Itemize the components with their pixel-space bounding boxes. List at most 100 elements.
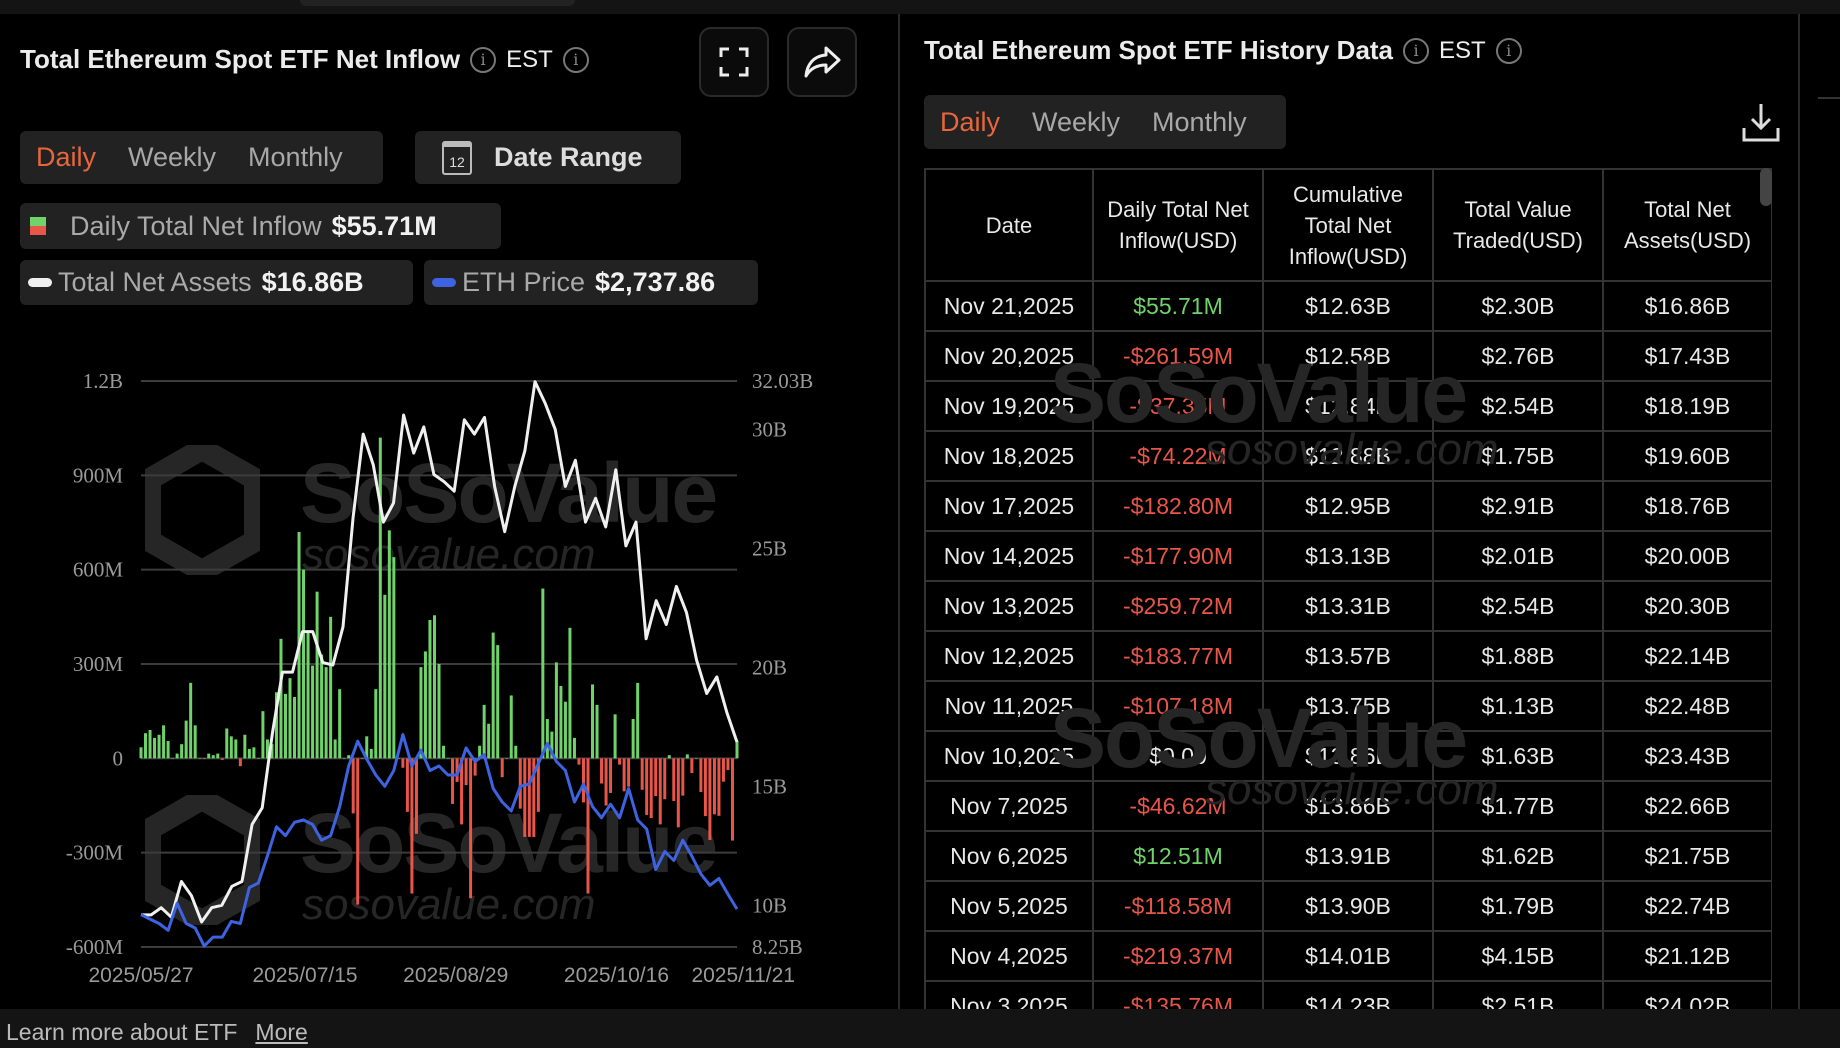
y-left-tick-label: 300M [73, 652, 124, 676]
inflow-bar [283, 693, 287, 759]
date-range-button[interactable]: 12 Date Range [415, 131, 681, 184]
table-scrollbar[interactable] [1760, 168, 1772, 206]
watermark-site: sosovalue.com [302, 880, 596, 929]
table-cell: $12.95B [1262, 480, 1434, 532]
table-row[interactable]: Nov 21,2025 $55.71M $12.63B $2.30B $16.86B [924, 280, 1772, 332]
inflow-bar [595, 704, 599, 759]
inflow-bar [423, 651, 427, 759]
x-tick-label: 2025/05/27 [88, 964, 193, 987]
inflow-bar [306, 632, 310, 759]
inflow-bar [609, 758, 613, 793]
table-cell: -$46.62M [1092, 780, 1264, 832]
table-row[interactable]: Nov 14,2025 -$177.90M $13.13B $2.01B $20.00B [924, 530, 1772, 582]
table-cell: -$219.37M [1092, 930, 1264, 982]
inflow-bar [180, 744, 184, 759]
inflow-bar [446, 758, 450, 759]
fullscreen-button[interactable] [699, 27, 769, 97]
inflow-bar [482, 704, 486, 759]
inflow-bar [699, 758, 703, 793]
table-title-row: Total Ethereum Spot ETF History Data i E… [924, 35, 1522, 66]
panel-border [1798, 14, 1800, 1009]
table-cell: $4.15B [1432, 930, 1604, 982]
table-cell: $21.12B [1602, 930, 1772, 982]
table-row[interactable]: Nov 19,2025 -$37.35M $12.84B $2.54B $18.19B [924, 380, 1772, 432]
table-row[interactable]: Nov 18,2025 -$74.22M $12.88B $1.75B $19.60B [924, 430, 1772, 482]
table-cell: $24.02B [1602, 980, 1772, 1009]
table-cell: $13.91B [1262, 830, 1434, 882]
inflow-bar [658, 758, 662, 825]
tab-weekly[interactable]: Weekly [1032, 106, 1121, 137]
info-icon[interactable]: i [1495, 37, 1522, 64]
table-cell: $1.79B [1432, 880, 1604, 932]
watermark-brand: SoSoValue [1050, 346, 1468, 440]
table-cell: $16.86B [1602, 280, 1772, 332]
inflow-bar [505, 758, 509, 759]
timezone-label: EST [1439, 36, 1486, 64]
inflow-bar [252, 747, 256, 759]
inflow-bar [311, 665, 315, 759]
table-cell: Nov 21,2025 [924, 280, 1094, 332]
table-row[interactable]: Nov 4,2025 -$219.37M $14.01B $4.15B $21.12B [924, 930, 1772, 982]
inflow-bar [320, 654, 324, 759]
table-row[interactable]: Nov 7,2025 -$46.62M $13.86B $1.77B $22.66B [924, 780, 1772, 832]
table-cell: Nov 10,2025 [924, 730, 1094, 782]
table-row[interactable]: Nov 11,2025 -$107.18M $13.75B $1.13B $22.48B [924, 680, 1772, 732]
table-row[interactable]: Nov 17,2025 -$182.80M $12.95B $2.91B $18.76B [924, 480, 1772, 532]
table-row[interactable]: Nov 6,2025 $12.51M $13.91B $1.62B $21.75B [924, 830, 1772, 882]
watermark-site: sosovalue.com [1205, 765, 1499, 814]
table-cell: $13.86B [1262, 780, 1434, 832]
info-icon[interactable]: i [470, 46, 497, 73]
inflow-bar [193, 725, 197, 759]
inflow-bar [559, 686, 563, 759]
top-tab[interactable] [300, 0, 575, 6]
tab-monthly[interactable]: Monthly [1152, 106, 1247, 137]
legend-assets[interactable]: Total Net Assets $16.86B [20, 260, 413, 305]
inflow-bar [581, 758, 585, 803]
inflow-bar [600, 758, 604, 784]
tab-monthly[interactable]: Monthly [248, 142, 343, 172]
inflow-bar [604, 758, 608, 806]
footer-text: Learn more about ETF [6, 1019, 238, 1045]
table-cell: $20.00B [1602, 530, 1772, 582]
table-row[interactable]: Nov 3,2025 -$135.76M $14.23B $2.51B $24.02B [924, 980, 1772, 1009]
table-row[interactable]: Nov 5,2025 -$118.58M $13.90B $1.79B $22.74B [924, 880, 1772, 932]
share-button[interactable] [787, 27, 857, 97]
table-cell: Nov 3,2025 [924, 980, 1094, 1009]
inflow-bar [640, 758, 644, 790]
side-divider [1818, 97, 1840, 99]
more-link[interactable]: More [255, 1019, 308, 1045]
legend-inflow[interactable]: Daily Total Net Inflow $55.71M [20, 203, 501, 249]
table-row[interactable]: Nov 20,2025 -$261.59M $12.58B $2.76B $17.43B [924, 330, 1772, 382]
inflow-bar [708, 758, 712, 841]
table-row[interactable]: Nov 13,2025 -$259.72M $13.31B $2.54B $20.30B [924, 580, 1772, 632]
tab-weekly[interactable]: Weekly [128, 142, 217, 172]
legend-price[interactable]: ETH Price $2,737.86 [424, 260, 758, 305]
chart-title: Total Ethereum Spot ETF Net Inflow [20, 44, 461, 74]
inflow-chart[interactable]: 1.2B 900M 600M 300M 0 -300M -600M 32.03B 30B 25B 2… [0, 340, 898, 1000]
y-right-tick-label: 25B [752, 536, 787, 560]
table-cell: -$74.22M [1092, 430, 1264, 482]
inflow-bar [207, 753, 211, 759]
info-icon[interactable]: i [1403, 37, 1430, 64]
tab-daily[interactable]: Daily [36, 142, 97, 172]
table-cell: -$107.18M [1092, 680, 1264, 732]
column-header: Total Net Assets(USD) [1602, 168, 1772, 282]
table-cell: $2.54B [1432, 380, 1604, 432]
table-cell: -$259.72M [1092, 580, 1264, 632]
inflow-bar [238, 758, 242, 767]
timezone-label: EST [506, 45, 553, 73]
table-row[interactable]: Nov 12,2025 -$183.77M $13.57B $1.88B $22.14B [924, 630, 1772, 682]
download-button[interactable] [1742, 102, 1780, 147]
inflow-bar [148, 730, 152, 759]
inflow-bar [654, 758, 658, 797]
y-right-tick-label: 15B [752, 774, 787, 798]
chart-title-row: Total Ethereum Spot ETF Net Inflow i EST… [20, 44, 589, 75]
legend-assets-value: $16.86B [261, 267, 364, 297]
legend-price-label: ETH Price [462, 267, 586, 297]
info-icon[interactable]: i [562, 46, 589, 73]
tab-daily[interactable]: Daily [940, 106, 1001, 137]
table-cell: $13.75B [1262, 680, 1434, 732]
table-row[interactable]: Nov 10,2025 $0.00 $13.86B $1.63B $23.43B [924, 730, 1772, 782]
table-cell: $23.43B [1602, 730, 1772, 782]
table-cell: Nov 4,2025 [924, 930, 1094, 982]
